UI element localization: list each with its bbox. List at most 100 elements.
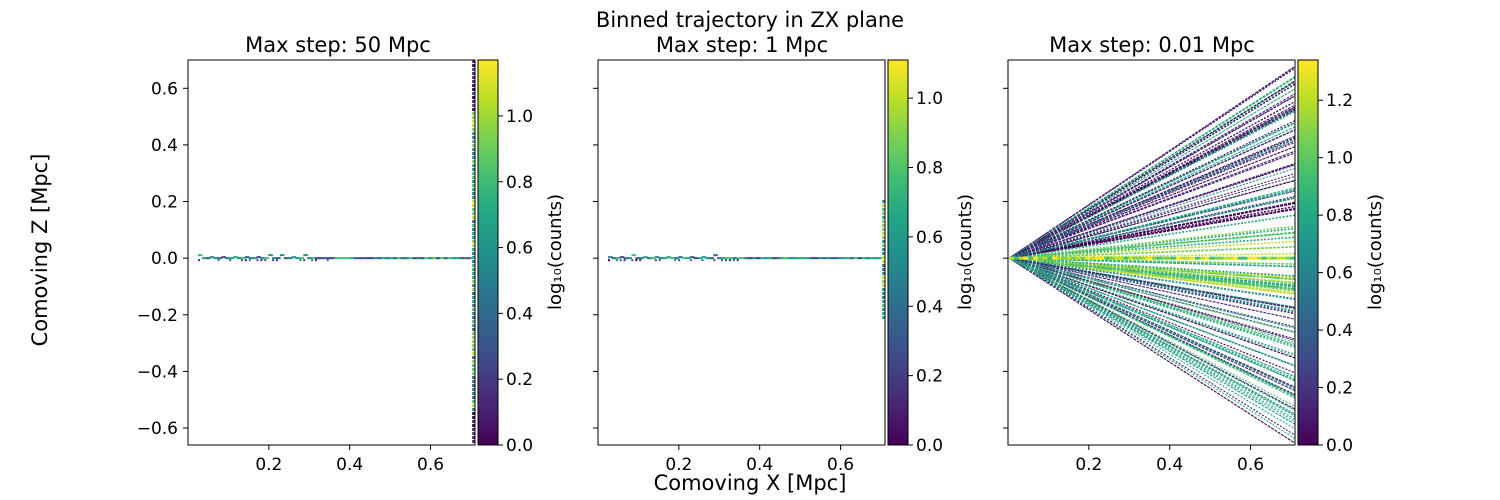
colorbar-tick-label: 0.2 <box>506 370 533 390</box>
heatmap-cell <box>256 259 259 262</box>
heatmap-cell <box>882 328 885 331</box>
heatmap-cell <box>882 408 885 411</box>
heatmap-cell <box>472 412 475 415</box>
heatmap-cell <box>472 308 475 311</box>
heatmap-cell <box>472 132 475 135</box>
heatmap-cell <box>237 257 242 260</box>
heatmap-cell <box>721 259 724 262</box>
heatmap-cell <box>882 208 885 211</box>
heatmap-cell <box>882 128 885 131</box>
heatmap-cell <box>472 376 475 379</box>
heatmap-cell <box>838 257 843 260</box>
heatmap-cell <box>882 244 885 247</box>
trajectory-line <box>1009 257 1295 284</box>
heatmap-cell <box>826 257 831 260</box>
heatmap-cell <box>1147 256 1153 260</box>
heatmap-cell <box>1142 256 1148 260</box>
trajectory-line <box>1009 257 1295 301</box>
heatmap-cell <box>377 257 382 260</box>
heatmap-cell <box>615 259 618 262</box>
heatmap-cell <box>472 280 475 283</box>
trajectory-line <box>1009 257 1295 329</box>
heatmap-cell <box>728 257 734 260</box>
heatmap-cell <box>744 257 750 260</box>
heatmap-cell <box>472 356 475 359</box>
trajectory-line <box>1009 140 1295 259</box>
heatmap-cell <box>697 257 703 260</box>
heatmap-cell <box>268 254 273 257</box>
heatmap-cell <box>882 104 885 107</box>
heatmap-cell <box>1161 256 1167 260</box>
heatmap-cell <box>1285 256 1291 260</box>
heatmap-cell <box>354 257 359 260</box>
x-tick-label: 0.2 <box>255 455 282 475</box>
heatmap-cell <box>1185 256 1191 260</box>
colorbar-tick-label: 0.2 <box>916 367 943 387</box>
heatmap-cell <box>472 140 475 143</box>
heatmap-cell <box>732 257 738 260</box>
panel-3-yticks <box>1003 87 1008 429</box>
heatmap-cell <box>1128 256 1134 260</box>
heatmap-cell <box>472 436 475 439</box>
heatmap-cell <box>818 257 824 260</box>
trajectory-line <box>1008 257 1295 425</box>
heatmap-cell <box>472 364 475 367</box>
panel-2-title: Max step: 1 Mpc <box>656 33 828 57</box>
heatmap-cell <box>1290 256 1295 260</box>
trajectory-line <box>1009 257 1295 310</box>
heatmap-cell <box>357 257 363 260</box>
heatmap-cell <box>307 257 312 260</box>
panel-2-frame <box>597 59 886 446</box>
heatmap-cell <box>1266 256 1272 260</box>
heatmap-cell <box>472 108 475 111</box>
heatmap-cell <box>760 257 765 260</box>
heatmap-cell <box>472 296 475 299</box>
heatmap-cell <box>861 257 867 260</box>
heatmap-cell <box>882 432 885 435</box>
heatmap-cell <box>647 257 652 260</box>
heatmap-cell <box>472 240 475 243</box>
heatmap-cell <box>472 272 475 275</box>
heatmap-cell <box>882 176 885 179</box>
heatmap-cell <box>635 259 638 262</box>
heatmap-cell <box>244 256 250 259</box>
heatmap-cell <box>882 300 885 303</box>
trajectory-line <box>1009 208 1295 259</box>
trajectory-line <box>1008 257 1295 444</box>
heatmap-cell <box>1280 256 1286 260</box>
heatmap-cell <box>198 254 203 257</box>
trajectory-line <box>1009 257 1295 378</box>
heatmap-cell <box>882 284 885 287</box>
heatmap-cell <box>1233 256 1239 260</box>
heatmap-cell <box>678 256 683 259</box>
trajectory-line <box>1008 257 1295 436</box>
heatmap-cell <box>882 144 885 147</box>
heatmap-cell <box>882 372 885 375</box>
heatmap-cell <box>1028 256 1034 260</box>
heatmap-cell <box>472 236 475 239</box>
heatmap-cell <box>882 388 885 391</box>
heatmap-cell <box>472 268 475 271</box>
y-tick-label: −0.4 <box>137 362 178 382</box>
heatmap-cell <box>639 259 642 262</box>
heatmap-cell <box>1018 256 1025 260</box>
heatmap-cell <box>396 257 402 260</box>
heatmap-cell <box>408 257 414 260</box>
heatmap-cell <box>882 344 885 347</box>
heatmap-cell <box>882 340 885 343</box>
heatmap-cell <box>822 257 828 260</box>
heatmap-cell <box>472 352 475 355</box>
heatmap-cell <box>303 259 306 262</box>
heatmap-cell <box>882 424 885 427</box>
heatmap-cell <box>1056 256 1063 260</box>
heatmap-cell <box>472 312 475 315</box>
heatmap-cell <box>686 257 691 260</box>
heatmap-cell <box>882 92 885 95</box>
heatmap-cell <box>326 259 329 262</box>
heatmap-cell <box>1037 256 1044 260</box>
heatmap-cell <box>1209 256 1215 260</box>
heatmap-cell <box>209 256 215 259</box>
heatmap-cell <box>233 256 238 259</box>
heatmap-cell <box>1180 256 1186 260</box>
trajectory-line <box>1008 95 1295 259</box>
